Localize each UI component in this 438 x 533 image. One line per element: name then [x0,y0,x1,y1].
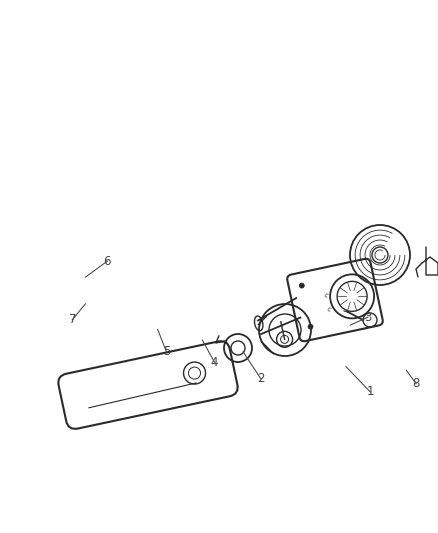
Text: 1: 1 [366,385,374,398]
Text: 5: 5 [163,345,170,358]
Text: 7: 7 [68,313,76,326]
Circle shape [299,283,304,288]
Text: 8: 8 [413,377,420,390]
Text: 6: 6 [103,255,111,268]
Text: c: c [323,293,328,299]
Text: 2: 2 [257,372,265,385]
Text: 3: 3 [364,311,371,324]
Text: 4: 4 [211,356,219,369]
Text: c: c [326,306,332,313]
Circle shape [308,324,313,329]
